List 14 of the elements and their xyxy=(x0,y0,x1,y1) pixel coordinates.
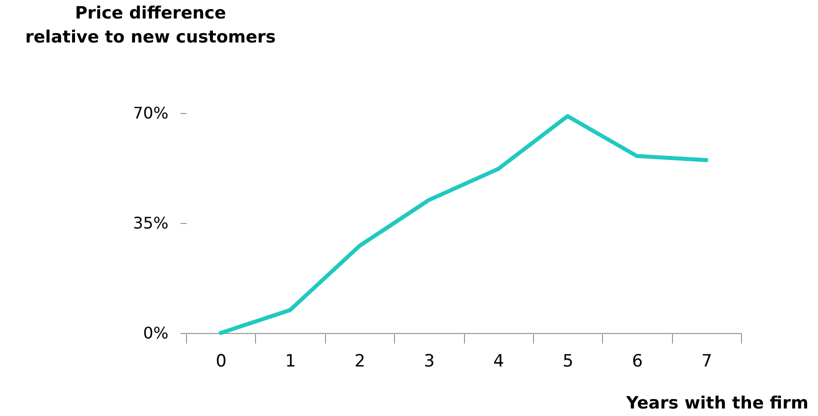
x-axis-title: Years with the firm xyxy=(625,394,808,414)
x-tick-label: 5 xyxy=(562,352,574,372)
x-tick-label: 4 xyxy=(493,352,504,372)
x-tick-label: 2 xyxy=(354,352,366,372)
line-series xyxy=(218,114,708,335)
x-tick-label: 0 xyxy=(216,352,227,372)
x-tick-label: 1 xyxy=(285,352,296,372)
y-tick-label: 70% xyxy=(132,104,168,122)
y-tick-label: 0% xyxy=(143,324,168,342)
y-tick-label: 35% xyxy=(132,214,168,232)
x-tick-label: 3 xyxy=(424,352,435,372)
x-tick-label: 6 xyxy=(632,352,643,372)
x-tick-label: 7 xyxy=(701,352,712,372)
y-axis-title: Price difference relative to new customers xyxy=(25,4,276,48)
